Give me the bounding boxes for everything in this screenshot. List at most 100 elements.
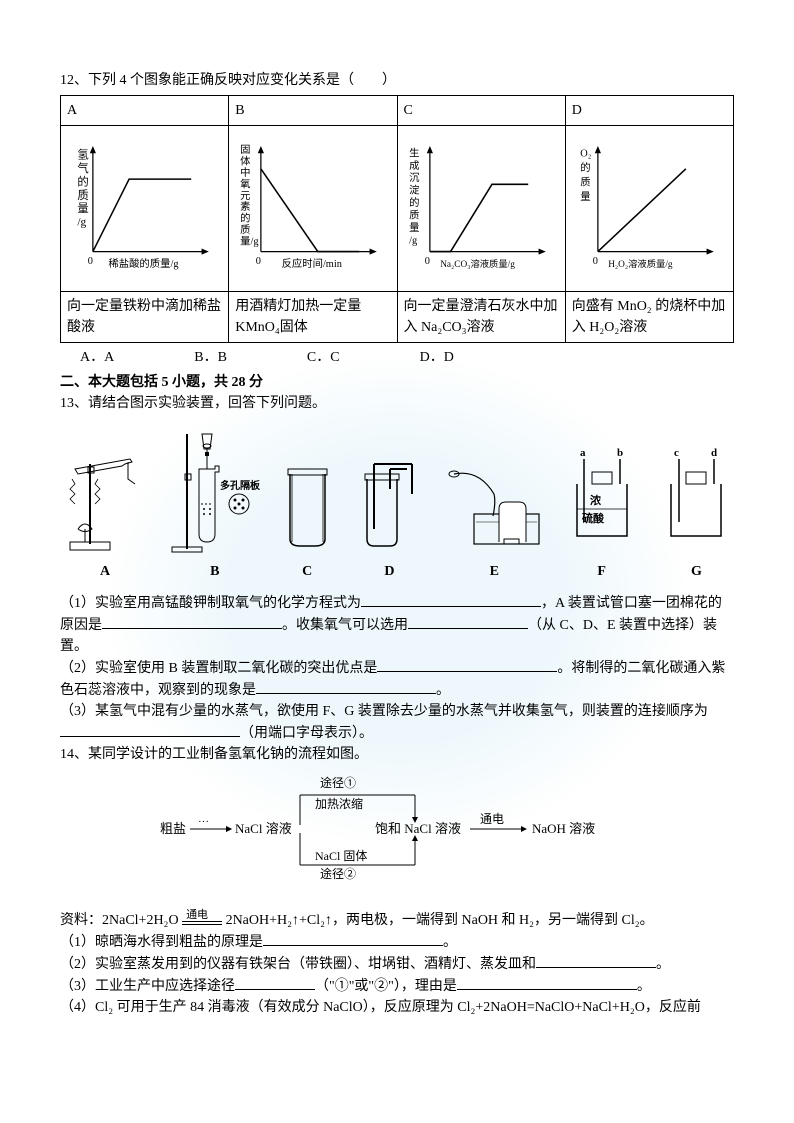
header-c: C bbox=[397, 96, 565, 126]
chart-c: 生 成 沉 淀 的 质 量 /g 0 Na₂CO₃溶液质量/g bbox=[397, 126, 565, 292]
svg-text:生: 生 bbox=[409, 146, 419, 159]
header-b: B bbox=[229, 96, 397, 126]
q14-2-end: 。 bbox=[656, 957, 670, 972]
apparatus-e-svg bbox=[444, 454, 544, 554]
q13-sub3: （3）某氢气中混有少量的水蒸气，欲使用 F、G 装置除去少量的水蒸气并收集氢气，… bbox=[60, 701, 734, 744]
svg-text:量/g: 量/g bbox=[240, 235, 258, 247]
svg-text:b: b bbox=[617, 447, 623, 459]
svg-text:d: d bbox=[711, 447, 717, 459]
svg-text:量: 量 bbox=[580, 191, 590, 203]
q14-sub1: （1）晾晒海水得到粗盐的原理是。 bbox=[60, 931, 734, 953]
svg-text:的: 的 bbox=[77, 174, 88, 188]
svg-text:/g: /g bbox=[77, 217, 86, 229]
svg-text:0: 0 bbox=[424, 256, 429, 267]
option-c: C．C bbox=[307, 347, 340, 368]
q13-3b-text: （用端口字母表示）。 bbox=[240, 726, 373, 741]
svg-text:氧: 氧 bbox=[240, 177, 250, 190]
material-prefix: 资料：2NaCl+2H₂O bbox=[60, 913, 179, 928]
ylabel-a: 氢 bbox=[77, 147, 88, 161]
svg-text:0: 0 bbox=[256, 256, 261, 267]
table-row: A B C D bbox=[61, 96, 734, 126]
q13-sub2: （2）实验室使用 B 装置制取二氧化碳的突出优点是。将制得的二氧化碳通入紫色石蕊… bbox=[60, 657, 734, 701]
flow-svg: 粗盐 ··· NaCl 溶液 途径① 加热浓缩 NaCl 固体 途径② 饱和 N… bbox=[160, 775, 640, 885]
chart-b: 固 体 中 氧 元 素 的 质 量/g 0 反应时间/min bbox=[229, 126, 397, 292]
svg-text:NaOH 溶液: NaOH 溶液 bbox=[532, 821, 595, 836]
svg-text:元: 元 bbox=[240, 191, 250, 202]
svg-text:体: 体 bbox=[240, 156, 251, 168]
apparatus-e: E bbox=[444, 454, 544, 582]
svg-text:···: ··· bbox=[198, 816, 209, 828]
blank bbox=[263, 931, 443, 946]
svg-text:的: 的 bbox=[240, 212, 250, 225]
blank bbox=[457, 975, 637, 990]
svg-text:成: 成 bbox=[409, 160, 419, 172]
q12-prompt: 12、下列 4 个图象能正确反映对应变化关系是（ ） bbox=[60, 70, 734, 91]
svg-text:0: 0 bbox=[88, 256, 93, 267]
svg-text:途径②: 途径② bbox=[320, 866, 356, 881]
blank bbox=[102, 614, 282, 629]
svg-text:量: 量 bbox=[77, 202, 88, 215]
option-b: B．B bbox=[194, 347, 227, 368]
blank bbox=[256, 679, 436, 694]
blank bbox=[60, 722, 240, 737]
svg-text:粗盐: 粗盐 bbox=[160, 821, 186, 836]
svg-text:饱和 NaCl 溶液: 饱和 NaCl 溶液 bbox=[375, 821, 461, 836]
svg-text:质: 质 bbox=[580, 176, 590, 188]
blank bbox=[377, 657, 557, 672]
svg-text:/g: /g bbox=[409, 235, 417, 246]
svg-text:的: 的 bbox=[580, 161, 590, 174]
chart-d-svg: O₂ 的 质 量 0 H₂O₂溶液质量/g bbox=[572, 130, 727, 280]
svg-text:气: 气 bbox=[77, 161, 88, 175]
apparatus-b-label: B bbox=[167, 561, 262, 582]
svg-text:O₂: O₂ bbox=[580, 148, 591, 159]
chart-a-svg: 氢 气 的 质 量 /g 0 稀盐酸的质量/g bbox=[67, 130, 222, 280]
svg-text:量: 量 bbox=[409, 222, 419, 234]
svg-text:Na₂CO₃溶液质量/g: Na₂CO₃溶液质量/g bbox=[440, 258, 515, 270]
svg-text:通电: 通电 bbox=[480, 812, 504, 826]
svg-text:素: 素 bbox=[240, 200, 250, 213]
flow-diagram: 粗盐 ··· NaCl 溶液 途径① 加热浓缩 NaCl 固体 途径② 饱和 N… bbox=[160, 775, 734, 892]
svg-text:固: 固 bbox=[240, 144, 250, 156]
apparatus-a-svg bbox=[60, 434, 150, 554]
svg-text:硫酸: 硫酸 bbox=[582, 511, 605, 525]
apparatus-d-svg bbox=[352, 454, 427, 554]
apparatus-b-svg: 多孔隔板 bbox=[167, 424, 262, 554]
q12-options: A．A B．B C．C D．D bbox=[80, 347, 734, 368]
apparatus-d: D bbox=[352, 454, 427, 582]
q13-1a-text: （1）实验室用高锰酸钾制取氧气的化学方程式为 bbox=[60, 596, 361, 611]
q14-3-end: 。 bbox=[637, 979, 651, 994]
apparatus-c-svg bbox=[280, 454, 335, 554]
apparatus-f-label: F bbox=[562, 561, 642, 582]
svg-text:途径①: 途径① bbox=[320, 775, 356, 790]
svg-text:0: 0 bbox=[592, 256, 597, 267]
svg-text:H₂O₂溶液质量/g: H₂O₂溶液质量/g bbox=[608, 258, 673, 270]
svg-text:c: c bbox=[674, 447, 679, 459]
apparatus-f-svg: a b 浓 硫酸 bbox=[562, 444, 642, 554]
apparatus-c: C bbox=[280, 454, 335, 582]
apparatus-c-label: C bbox=[280, 561, 335, 582]
chart-b-svg: 固 体 中 氧 元 素 的 质 量/g 0 反应时间/min bbox=[235, 130, 390, 280]
header-d: D bbox=[565, 96, 733, 126]
svg-text:浓: 浓 bbox=[590, 493, 602, 507]
q14-3a-text: （3）工业生产中应选择途径 bbox=[60, 979, 235, 994]
apparatus-a-label: A bbox=[60, 561, 150, 582]
option-a: A．A bbox=[80, 347, 114, 368]
header-a: A bbox=[61, 96, 229, 126]
table-row: 氢 气 的 质 量 /g 0 稀盐酸的质量/g 固 体 中 氧 元 bbox=[61, 126, 734, 292]
section-2-header: 二、本大题包括 5 小题，共 28 分 bbox=[60, 372, 734, 393]
q13-prompt: 13、请结合图示实验装置，回答下列问题。 bbox=[60, 393, 734, 414]
apparatus-f: a b 浓 硫酸 F bbox=[562, 444, 642, 582]
blank bbox=[536, 953, 656, 968]
svg-text:的: 的 bbox=[409, 196, 419, 209]
svg-text:淀: 淀 bbox=[409, 184, 420, 197]
svg-text:中: 中 bbox=[240, 166, 250, 179]
q14-3b-text: （"①"或"②"），理由是 bbox=[315, 979, 457, 994]
q14-sub3: （3）工业生产中应选择途径 （"①"或"②"），理由是 。 bbox=[60, 975, 734, 997]
q13-3a-text: （3）某氢气中混有少量的水蒸气，欲使用 F、G 装置除去少量的水蒸气并收集氢气，… bbox=[60, 704, 708, 719]
apparatus-b: 多孔隔板 B bbox=[167, 424, 262, 582]
apparatus-g-svg: c d bbox=[659, 444, 734, 554]
svg-text:反应时间/min: 反应时间/min bbox=[282, 257, 343, 270]
option-d: D．D bbox=[420, 347, 454, 368]
apparatus-d-label: D bbox=[352, 561, 427, 582]
svg-text:质: 质 bbox=[240, 224, 250, 236]
